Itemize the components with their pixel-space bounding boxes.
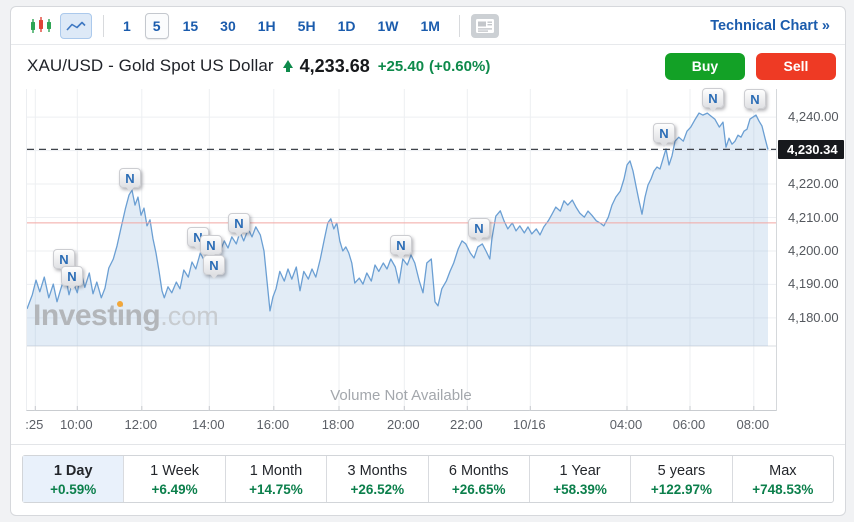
news-marker[interactable]: N (119, 168, 141, 192)
timeframe-30[interactable]: 30 (212, 13, 244, 39)
period-label: 6 Months (448, 463, 509, 479)
price-plot[interactable] (26, 89, 777, 411)
x-axis-label: 14:00 (192, 417, 225, 432)
last-price: 4,233.68 (299, 55, 370, 76)
x-axis-label: 10:00 (60, 417, 93, 432)
x-axis-label: 08:00 (736, 417, 770, 432)
period-change: +26.65% (451, 482, 506, 497)
y-axis-label: 4,210.00 (788, 210, 839, 225)
period-max[interactable]: Max +748.53% (733, 456, 833, 502)
news-marker[interactable]: N (390, 235, 412, 259)
y-axis-label: 4,180.00 (788, 310, 839, 325)
x-axis-label: 22:00 (450, 417, 483, 432)
x-axis-label: :25 (25, 417, 44, 432)
news-marker[interactable]: N (61, 266, 83, 290)
period-3-months[interactable]: 3 Months +26.52% (327, 456, 429, 502)
period-6-months[interactable]: 6 Months +26.65% (429, 456, 530, 502)
x-axis-label: 10/16 (513, 417, 546, 432)
timeframe-1[interactable]: 1 (115, 13, 139, 39)
line-chart-icon (66, 21, 86, 31)
candlestick-chart-button[interactable] (25, 13, 57, 39)
performance-section: 1 Day +0.59% 1 Week +6.49% 1 Month +14.75% 3 M… (11, 444, 845, 515)
instrument-header: XAU/USD - Gold Spot US Dollar 4,233.68 +… (11, 45, 845, 87)
period-5-years[interactable]: 5 years +122.97% (631, 456, 733, 502)
x-axis-label: 18:00 (321, 417, 355, 432)
timeframe-5[interactable]: 5 (144, 12, 169, 39)
x-axis-label: 20:00 (387, 417, 420, 432)
period-change: +122.97% (650, 482, 713, 497)
news-icon (475, 18, 494, 33)
trade-buttons: Buy Sell (665, 52, 836, 80)
price-chart: Investing.com Volume Not Available 4,230… (11, 87, 845, 444)
timeframe-1m[interactable]: 1M (412, 13, 447, 39)
period-change: +26.52% (350, 482, 405, 497)
line-chart-button[interactable] (60, 12, 92, 39)
period-label: 1 Week (150, 463, 200, 479)
timeframe-1d[interactable]: 1D (330, 13, 364, 39)
period-change: +6.49% (151, 482, 198, 497)
price-change-percent: (+0.60%) (429, 57, 491, 75)
news-marker[interactable]: N (203, 255, 225, 279)
x-axis-label: 12:00 (124, 417, 158, 432)
chart-widget: 1 5 15 30 1H 5H 1D 1W 1M Technical Chart » XAU/U… (10, 6, 846, 516)
timeframe-group: 1 5 15 30 1H 5H 1D 1W 1M (115, 12, 448, 39)
watermark-suffix: .com (160, 301, 219, 331)
news-marker[interactable]: N (200, 235, 222, 259)
watermark-text: Investing (33, 299, 161, 332)
period-label: 5 years (657, 463, 706, 479)
price-plot-svg (27, 89, 777, 411)
x-axis-label: 16:00 (256, 417, 290, 432)
period-1-month[interactable]: 1 Month +14.75% (226, 456, 328, 502)
y-axis-label: 4,240.00 (788, 109, 839, 124)
period-1-day[interactable]: 1 Day +0.59% (23, 456, 125, 502)
x-axis-label: 04:00 (609, 417, 643, 432)
period-label: 1 Year (559, 463, 601, 479)
performance-periods: 1 Day +0.59% 1 Week +6.49% 1 Month +14.75% 3 M… (22, 455, 834, 503)
technical-chart-link[interactable]: Technical Chart » (710, 17, 830, 34)
time-axis[interactable]: :25 10:00 12:00 14:00 16:00 18:00 20:00 22:00 10… (25, 417, 776, 435)
toolbar-divider (458, 14, 460, 37)
y-axis-label: 4,190.00 (788, 276, 839, 291)
period-label: 3 Months (347, 463, 408, 479)
chart-toolbar: 1 5 15 30 1H 5H 1D 1W 1M Technical Chart » (11, 7, 845, 45)
period-1-week[interactable]: 1 Week +6.49% (124, 456, 226, 502)
timeframe-1w[interactable]: 1W (369, 13, 406, 39)
period-1-year[interactable]: 1 Year +58.39% (530, 456, 632, 502)
price-axis[interactable]: 4,230.34 4,240.00 4,220.00 4,210.00 4,200.0… (776, 89, 846, 411)
period-label: Max (769, 463, 797, 479)
volume-message: Volume Not Available (330, 387, 472, 404)
y-axis-label: 4,200.00 (788, 243, 839, 258)
news-marker[interactable]: N (228, 213, 250, 237)
toolbar-divider (103, 14, 104, 37)
news-marker[interactable]: N (702, 88, 724, 112)
period-label: 1 Day (53, 463, 93, 479)
watermark-orange-dot-icon (117, 301, 123, 307)
news-panel-button[interactable] (470, 13, 499, 38)
candlestick-icon (31, 16, 51, 33)
timeframe-5h[interactable]: 5H (290, 13, 324, 39)
investing-watermark: Investing.com (33, 299, 219, 333)
sell-button[interactable]: Sell (756, 52, 836, 80)
period-change: +748.53% (752, 482, 814, 497)
news-marker[interactable]: N (468, 218, 490, 242)
period-change: +0.59% (50, 482, 97, 497)
period-label: 1 Month (249, 463, 303, 479)
price-change: +25.40 (377, 57, 425, 75)
news-marker[interactable]: N (744, 89, 766, 113)
period-change: +58.39% (553, 482, 607, 497)
price-line-series (27, 112, 769, 312)
news-marker[interactable]: N (653, 123, 675, 147)
x-axis-label: 06:00 (672, 417, 706, 432)
y-axis-label: 4,220.00 (788, 176, 839, 191)
current-price-badge: 4,230.34 (778, 140, 844, 159)
buy-button[interactable]: Buy (665, 52, 745, 80)
instrument-title: XAU/USD - Gold Spot US Dollar (27, 56, 274, 75)
price-area-series (27, 113, 768, 346)
period-change: +14.75% (249, 482, 303, 497)
price-up-arrow-icon (282, 60, 293, 72)
timeframe-15[interactable]: 15 (175, 13, 207, 39)
timeframe-1h[interactable]: 1H (250, 13, 284, 39)
